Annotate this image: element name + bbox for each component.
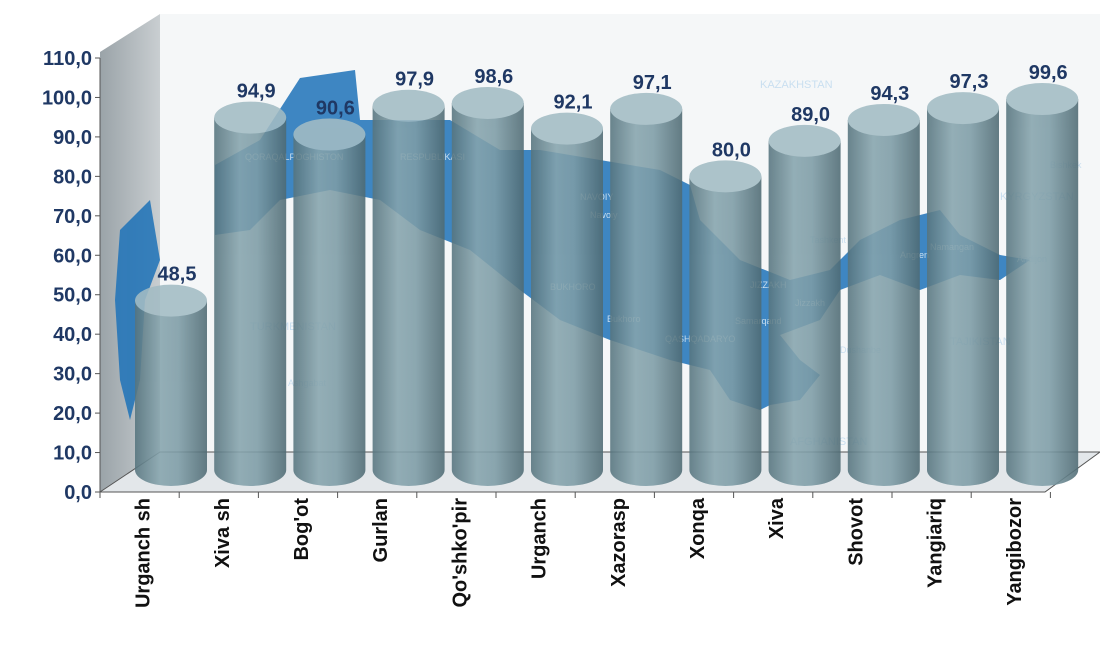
cylinder-top (689, 160, 762, 193)
cylinder-body (768, 140, 841, 486)
cylinder-bar (689, 160, 762, 486)
y-tick-label: 70,0 (53, 206, 92, 228)
cylinder-bar (768, 124, 841, 486)
map-label: Navoiy (590, 210, 618, 220)
y-tick-label: 10,0 (53, 443, 92, 465)
value-label: 94,9 (237, 81, 276, 103)
y-tick-label: 30,0 (53, 364, 92, 386)
x-category-label: Qo'shko'pir (449, 498, 471, 608)
cylinder-body (689, 176, 762, 486)
cylinder-bar (610, 92, 683, 486)
cylinder-body (847, 119, 920, 486)
cylinder-top (847, 103, 920, 136)
y-tick-label: 110,0 (43, 48, 92, 70)
cylinder-top (293, 118, 366, 151)
cylinder-top (214, 101, 287, 134)
cylinder-body (1006, 99, 1079, 486)
cylinder-body (610, 108, 683, 486)
value-label: 92,1 (554, 92, 593, 114)
value-label: 97,3 (950, 71, 989, 93)
cylinder-bar (372, 89, 445, 487)
x-category-label: Urganch sh (133, 498, 155, 608)
cylinder-bar (927, 92, 999, 486)
cylinder-top (135, 284, 207, 317)
value-label: 90,6 (316, 98, 355, 120)
cylinder-bar (293, 118, 366, 487)
x-category-label: Shovot (845, 498, 867, 566)
cylinder-top (451, 86, 524, 119)
y-tick-label: 20,0 (53, 403, 92, 425)
x-category-label: Urganch (529, 498, 551, 579)
cylinder-bar (1006, 83, 1079, 486)
cylinder-top (1006, 83, 1079, 116)
cylinder-body (293, 134, 366, 487)
value-label: 80,0 (712, 139, 751, 161)
cylinder-body (372, 105, 445, 487)
value-label: 99,6 (1029, 62, 1068, 84)
map-label: JIZZAKH (750, 280, 787, 290)
value-label: 97,1 (633, 72, 672, 94)
cylinder-bar (847, 103, 920, 486)
cylinder-body (927, 108, 999, 486)
x-category-label: Bog'ot (291, 498, 313, 561)
y-tick-label: 80,0 (53, 166, 92, 188)
cylinder-top (372, 89, 445, 122)
cylinder-top (531, 112, 603, 145)
cylinder-body (214, 117, 287, 487)
cylinder-body (135, 300, 207, 486)
y-tick-label: 90,0 (53, 127, 92, 149)
y-tick-label: 100,0 (42, 87, 92, 109)
x-category-label: Yangibozor (1004, 498, 1026, 606)
y-tick-label: 0,0 (64, 482, 92, 504)
y-tick-label: 40,0 (53, 324, 92, 346)
cylinder-bar (451, 86, 524, 486)
x-category-label: Gurlan (370, 498, 392, 562)
x-category-label: Xazorasp (608, 498, 630, 587)
value-label: 48,5 (158, 264, 197, 286)
value-label: 94,3 (870, 83, 909, 105)
cylinder-body (451, 102, 524, 486)
map-label: KAZAKHSTAN (760, 79, 833, 91)
x-category-label: Xonqa (687, 497, 709, 559)
value-label: 97,9 (395, 69, 434, 91)
cylinder-top (610, 92, 683, 125)
x-category-label: Xiva (766, 497, 788, 539)
value-label: 98,6 (474, 66, 513, 88)
y-tick-label: 50,0 (53, 285, 92, 307)
cylinder-bar (214, 101, 287, 487)
x-category-label: Xiva sh (212, 498, 234, 568)
cylinder-bar (135, 284, 207, 486)
cylinder-bar (531, 112, 603, 486)
cylinder-body (531, 128, 603, 486)
cylinder-top (768, 124, 841, 157)
y-tick-label: 60,0 (53, 245, 92, 267)
cylinder-top (927, 92, 999, 125)
value-label: 89,0 (791, 104, 830, 126)
x-category-label: Yangiariq (925, 498, 947, 588)
